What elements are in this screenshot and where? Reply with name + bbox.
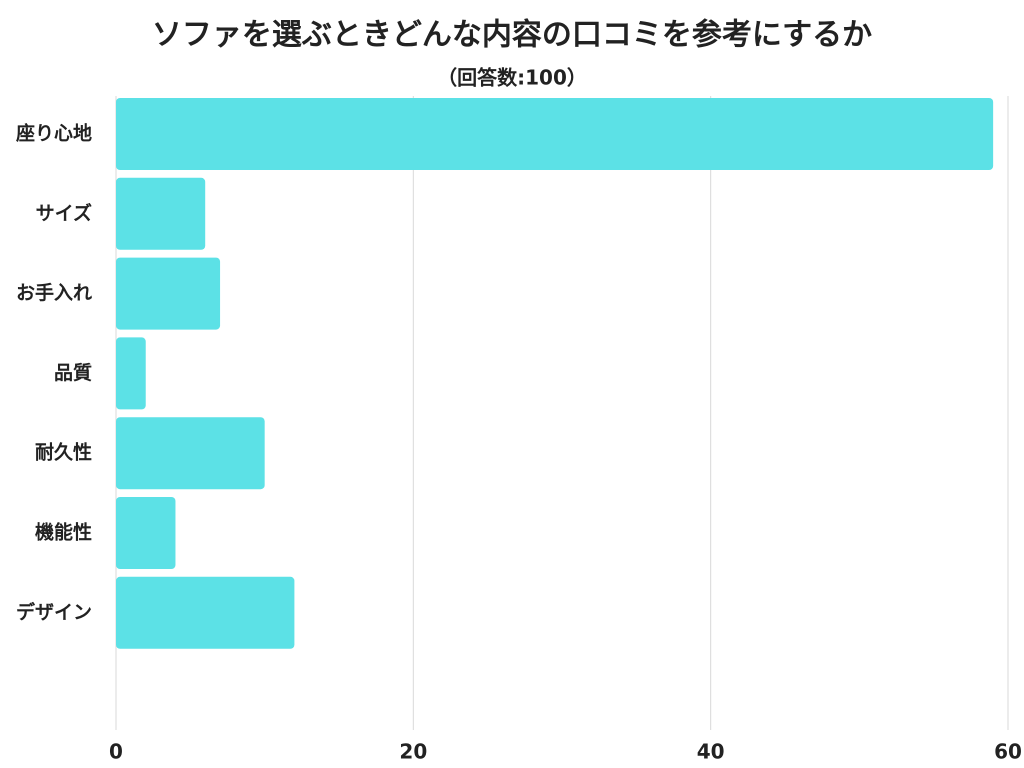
bar (116, 177, 206, 250)
bar (116, 337, 146, 410)
x-tick-label: 0 (109, 740, 123, 764)
y-tick-label: 品質 (54, 361, 92, 384)
bar (116, 98, 994, 170)
x-tick-label: 20 (399, 740, 427, 764)
y-tick-label: デザイン (16, 600, 92, 623)
y-tick-label: 座り心地 (16, 122, 92, 145)
chart-title: ソファを選ぶときどんな内容の口コミを参考にするか (152, 18, 872, 53)
chart-subtitle: （回答数:100） (437, 66, 587, 90)
x-tick-label: 60 (994, 740, 1022, 764)
y-tick-label: 機能性 (35, 521, 92, 544)
bar (116, 417, 265, 490)
bar (116, 257, 221, 330)
bar (116, 497, 176, 569)
x-tick-label: 40 (697, 740, 725, 764)
y-tick-label: 耐久性 (35, 441, 92, 464)
bar (116, 576, 295, 649)
y-tick-label: お手入れ (16, 281, 92, 304)
y-tick-label: サイズ (36, 201, 92, 224)
